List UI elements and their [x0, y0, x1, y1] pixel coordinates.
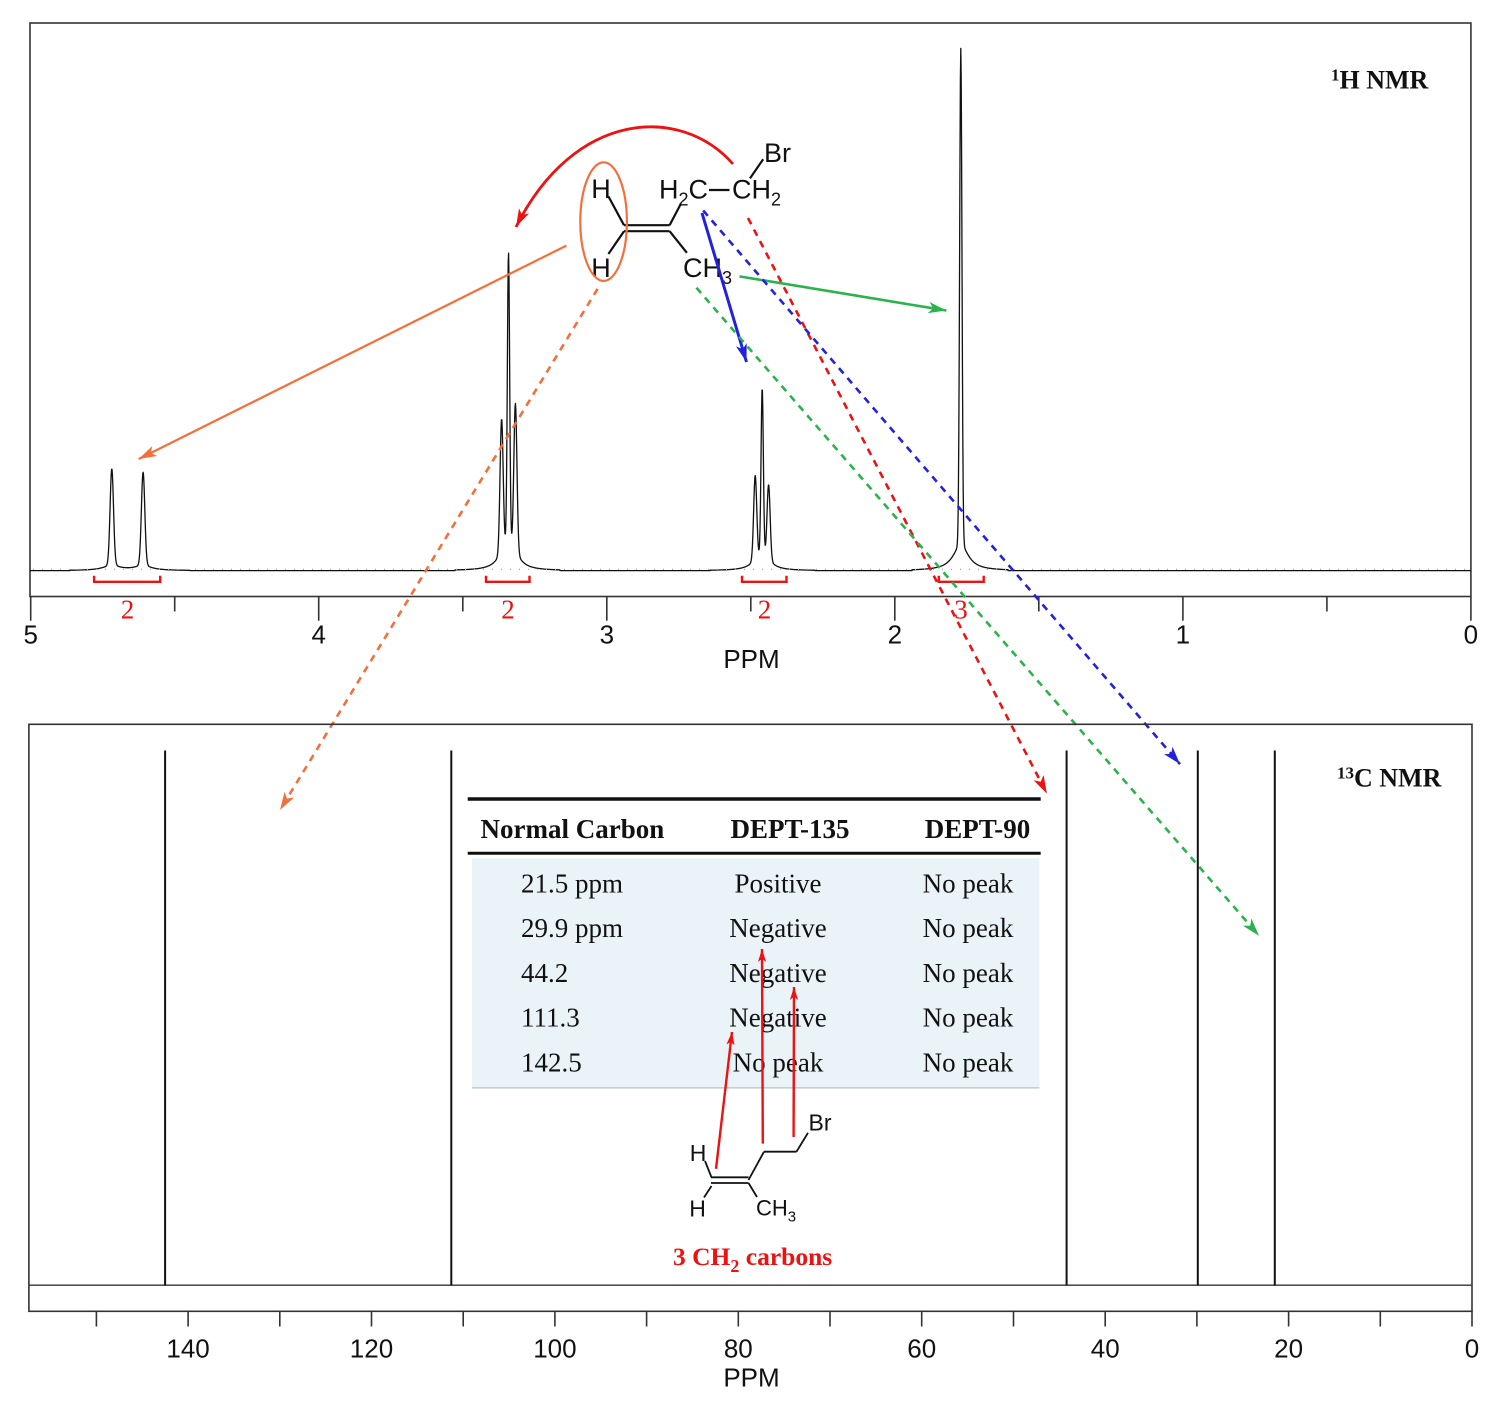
svg-text:Negative: Negative [729, 958, 826, 988]
svg-text:Br: Br [809, 1110, 832, 1136]
svg-text:3: 3 [600, 620, 614, 650]
svg-text:H: H [689, 1196, 706, 1222]
svg-text:No peak: No peak [923, 1003, 1014, 1033]
svg-text:H: H [591, 174, 611, 204]
svg-text:0: 0 [1465, 1334, 1479, 1364]
svg-text:0: 0 [1464, 620, 1478, 650]
svg-text:No peak: No peak [923, 958, 1014, 988]
svg-text:2: 2 [501, 595, 515, 625]
svg-text:Br: Br [764, 138, 791, 168]
svg-text:20: 20 [1274, 1334, 1303, 1364]
svg-text:2: 2 [758, 595, 772, 625]
svg-text:80: 80 [724, 1334, 753, 1364]
svg-text:No peak: No peak [733, 1047, 824, 1077]
svg-text:DEPT-135: DEPT-135 [730, 814, 849, 844]
svg-text:PPM: PPM [723, 644, 779, 674]
svg-text:3: 3 [954, 595, 968, 625]
svg-text:No peak: No peak [923, 913, 1014, 943]
svg-text:13C NMR: 13C NMR [1337, 764, 1442, 793]
svg-text:2: 2 [888, 620, 902, 650]
svg-text:1: 1 [1176, 620, 1190, 650]
svg-text:3 CH2 carbons: 3 CH2 carbons [673, 1242, 832, 1276]
svg-text:1H NMR: 1H NMR [1331, 66, 1429, 95]
svg-text:44.2: 44.2 [521, 958, 568, 988]
svg-text:Positive: Positive [734, 868, 821, 898]
svg-text:40: 40 [1091, 1334, 1120, 1364]
svg-text:No peak: No peak [923, 868, 1014, 898]
svg-text:100: 100 [533, 1334, 576, 1364]
svg-text:Negative: Negative [729, 913, 826, 943]
svg-text:H: H [591, 253, 611, 283]
svg-text:Negative: Negative [729, 1003, 826, 1033]
svg-text:4: 4 [311, 620, 325, 650]
svg-text:29.9 ppm: 29.9 ppm [521, 913, 623, 943]
svg-text:PPM: PPM [723, 1363, 779, 1393]
svg-text:111.3: 111.3 [521, 1003, 580, 1033]
svg-text:21.5 ppm: 21.5 ppm [521, 868, 623, 898]
svg-text:DEPT-90: DEPT-90 [925, 814, 1031, 844]
svg-text:120: 120 [350, 1334, 393, 1364]
svg-text:140: 140 [166, 1334, 209, 1364]
svg-text:142.5: 142.5 [521, 1047, 582, 1077]
svg-text:60: 60 [907, 1334, 936, 1364]
svg-text:H: H [690, 1140, 707, 1166]
svg-text:5: 5 [23, 620, 37, 650]
svg-text:Normal Carbon: Normal Carbon [481, 814, 665, 844]
svg-text:No peak: No peak [923, 1047, 1014, 1077]
svg-text:2: 2 [121, 595, 135, 625]
